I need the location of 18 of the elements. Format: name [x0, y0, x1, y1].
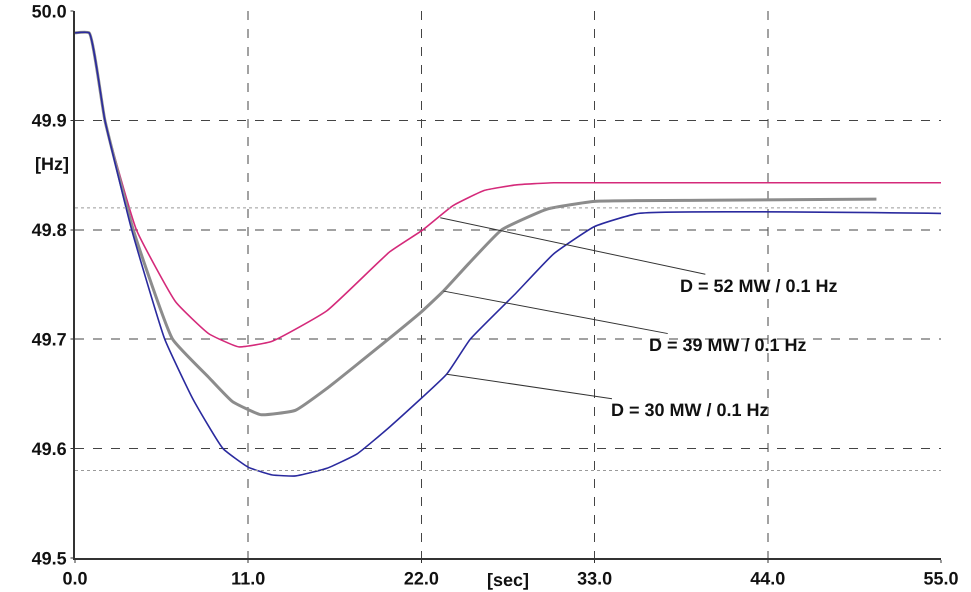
x-tick-label: 55.0 — [923, 568, 959, 588]
y-tick-label: 49.9 — [32, 110, 67, 131]
y-tick-label: 49.6 — [32, 438, 67, 459]
annotation: D = 52 MW / 0.1 Hz — [680, 276, 838, 296]
y-tick-label: 49.7 — [32, 330, 67, 350]
y-tick-label: 49.8 — [32, 220, 67, 240]
y-tick-label: 50.0 — [32, 1, 67, 22]
x-axis-title: [sec] — [487, 570, 530, 590]
x-tick-label: 44.0 — [750, 568, 786, 588]
y-tick-label: 49.5 — [32, 548, 67, 568]
annotation: D = 30 MW / 0.1 Hz — [611, 400, 769, 420]
x-tick-label: 33.0 — [577, 568, 612, 588]
line-series — [75, 32, 941, 477]
x-tick-label: 11.0 — [231, 568, 266, 588]
x-tick-label: 0.0 — [62, 568, 88, 588]
y-axis-title: [Hz] — [35, 154, 69, 174]
x-tick-label: 22.0 — [404, 568, 439, 588]
annotation: D = 39 MW / 0.1 Hz — [649, 335, 807, 355]
